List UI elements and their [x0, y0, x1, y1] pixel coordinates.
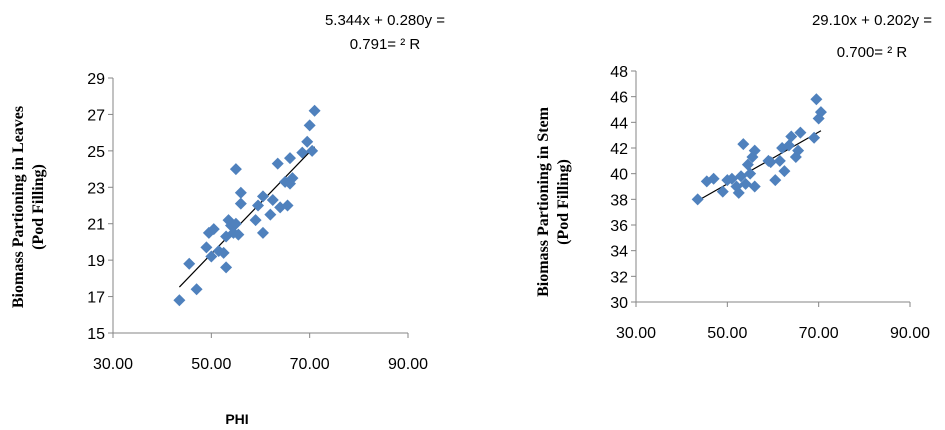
leaves-data-point — [217, 246, 230, 259]
leaves-trendline — [178, 146, 316, 288]
leaves-data-point — [234, 197, 247, 210]
leaves-trendline-equation: 5.344x + 0.280y = — [325, 12, 445, 29]
leaves-r-squared: 0.791= ² R — [350, 36, 421, 53]
leaves-y-tick-label: 23 — [87, 180, 105, 197]
stem-data-point — [748, 180, 761, 193]
leaves-y-tick-label: 21 — [87, 217, 105, 234]
leaves-data-point — [173, 294, 186, 307]
leaves-data-point — [205, 250, 218, 263]
stem-y-tick-label: 44 — [610, 115, 628, 132]
leaves-y-axis-label-line2: (Pod Filling) — [30, 164, 47, 250]
leaves-x-tick-label: 50.00 — [191, 356, 231, 373]
stem-y-tick-label: 32 — [610, 269, 628, 286]
stem-data-point — [810, 93, 823, 106]
leaves-data-point — [232, 228, 245, 241]
leaves-data-point — [207, 223, 220, 236]
stem-y-tick-label: 34 — [610, 244, 628, 261]
stem-trendline — [697, 130, 822, 202]
stem-y-tick-label: 42 — [610, 141, 628, 158]
stem-y-tick-label: 30 — [610, 295, 628, 312]
leaves-y-tick-label: 15 — [87, 326, 105, 343]
leaves-data-point — [256, 226, 269, 239]
leaves-x-tick-label: 90.00 — [388, 356, 428, 373]
stem-y-tick-label: 38 — [610, 192, 628, 209]
stem-data-point — [735, 170, 748, 183]
stem-data-point — [737, 138, 750, 151]
stem-data-point — [716, 185, 729, 198]
leaves-data-point — [286, 172, 299, 185]
leaves-data-point — [308, 104, 321, 117]
stem-data-point — [794, 126, 807, 139]
leaves-data-point — [271, 157, 284, 170]
leaves-data-point — [252, 199, 265, 212]
stem-y-tick-label: 48 — [610, 64, 628, 81]
stem-data-point — [792, 144, 805, 157]
leaves-data-point — [220, 261, 233, 274]
stem-y-tick-label: 46 — [610, 90, 628, 107]
stem-data-point — [744, 167, 757, 180]
leaves-data-point — [301, 135, 314, 148]
leaves-data-point — [303, 119, 316, 132]
stem-data-point — [785, 130, 798, 143]
stem-r-squared: 0.700= ² R — [837, 44, 908, 61]
stem-data-point — [764, 156, 777, 169]
stem-y-tick-label: 36 — [610, 218, 628, 235]
leaves-data-point — [264, 208, 277, 221]
stem-data-point — [732, 186, 745, 199]
leaves-y-tick-label: 29 — [87, 71, 105, 88]
leaves-data-point — [229, 163, 242, 176]
stem-x-tick-label: 70.00 — [799, 325, 839, 342]
leaves-data-point — [306, 144, 319, 157]
leaves-y-axis-label-line1: Biomass Partioning in Leaves — [10, 106, 27, 308]
leaves-data-point — [234, 186, 247, 199]
leaves-data-point — [183, 257, 196, 270]
stem-x-tick-label: 90.00 — [890, 325, 930, 342]
leaves-data-point — [296, 146, 309, 159]
stem-data-point — [691, 193, 704, 206]
stem-data-point — [814, 106, 827, 119]
leaves-data-point — [266, 194, 279, 207]
leaves-data-point — [281, 199, 294, 212]
stem-data-point — [707, 172, 720, 185]
leaves-scatter-chart: 5.344x + 0.280y = 0.791= ² R Biomass Par… — [10, 12, 445, 427]
leaves-y-tick-label: 19 — [87, 253, 105, 270]
leaves-data-point — [229, 217, 242, 230]
leaves-data-point — [284, 152, 296, 165]
leaves-y-axis-title: Biomass Partioning in Leaves (Pod Fillin… — [10, 106, 47, 308]
stem-y-axis-label-line2: (Pod Filling) — [555, 159, 572, 245]
leaves-x-axis-title: PHI — [225, 411, 248, 427]
stem-x-tick-label: 30.00 — [616, 325, 656, 342]
leaves-data-point — [256, 190, 269, 203]
stem-data-point — [769, 174, 782, 187]
leaves-x-tick-label: 30.00 — [93, 356, 133, 373]
stem-y-axis-label-line1: Biomass Partioning in Stem — [535, 106, 552, 296]
stem-trendline-equation: 29.10x + 0.202y = — [812, 12, 932, 29]
stem-data-point — [741, 158, 754, 171]
stem-data-point — [778, 165, 791, 178]
leaves-y-tick-label: 27 — [87, 107, 105, 124]
stem-y-axis-title: Biomass Partioning in Stem (Pod Filling) — [535, 106, 572, 296]
leaves-y-tick-label: 17 — [87, 290, 105, 307]
leaves-y-tick-label: 25 — [87, 144, 105, 161]
stem-y-tick-label: 40 — [610, 167, 628, 184]
stem-data-point — [773, 154, 786, 167]
stem-data-point — [782, 139, 795, 152]
leaves-data-point — [249, 214, 262, 227]
stem-x-tick-label: 50.00 — [707, 325, 747, 342]
stem-data-point — [725, 172, 738, 185]
stem-data-point — [808, 131, 821, 144]
stem-data-point — [748, 144, 761, 157]
leaves-data-point — [200, 241, 213, 254]
stem-scatter-chart: 29.10x + 0.202y = 0.700= ² R Biomass Par… — [535, 12, 932, 342]
leaves-x-tick-label: 70.00 — [290, 356, 330, 373]
leaves-data-point — [190, 283, 203, 296]
stem-data-point — [739, 177, 752, 190]
